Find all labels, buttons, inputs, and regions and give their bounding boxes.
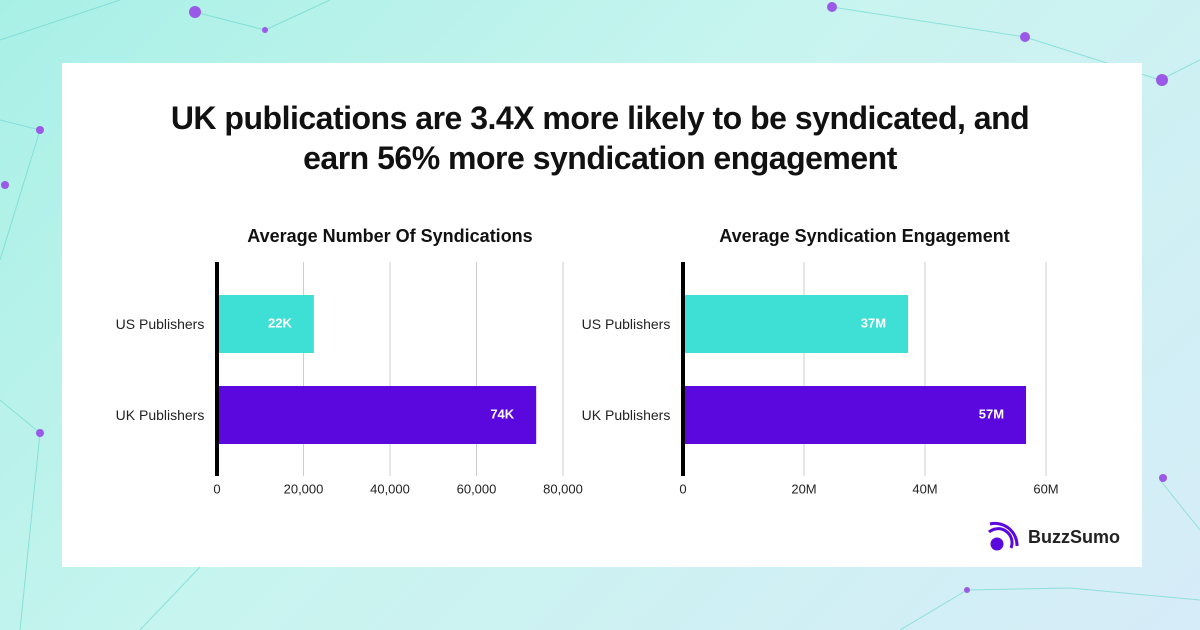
brand-name: BuzzSumo bbox=[1028, 527, 1120, 547]
x-tick-label: 60,000 bbox=[457, 481, 497, 496]
chart-title: Average Syndication Engagement bbox=[719, 226, 1009, 246]
bar bbox=[217, 386, 537, 444]
value-label: 22K bbox=[268, 315, 292, 330]
x-tick-label: 80,000 bbox=[543, 481, 583, 496]
network-nodes bbox=[1, 2, 1168, 593]
bar bbox=[683, 295, 909, 353]
x-tick-label: 40,000 bbox=[370, 481, 410, 496]
y-tick-label: US Publishers bbox=[115, 316, 205, 332]
x-tick-label: 60M bbox=[1033, 481, 1058, 496]
x-tick-label: 0 bbox=[679, 481, 686, 496]
x-tick-label: 0 bbox=[213, 481, 220, 496]
chart-title: Average Number Of Syndications bbox=[247, 226, 532, 246]
bar bbox=[217, 295, 314, 353]
y-tick-label: US Publishers bbox=[581, 316, 671, 332]
page-title: UK publications are 3.4X more likely to … bbox=[170, 100, 1030, 176]
value-label: 74K bbox=[490, 406, 514, 421]
x-tick-label: 40M bbox=[912, 481, 937, 496]
x-tick-label: 20,000 bbox=[284, 481, 324, 496]
value-label: 37M bbox=[861, 315, 886, 330]
value-label: 57M bbox=[979, 406, 1004, 421]
bar bbox=[683, 386, 1027, 444]
y-tick-label: UK Publishers bbox=[115, 407, 205, 423]
y-tick-label: UK Publishers bbox=[581, 407, 671, 423]
x-tick-label: 20M bbox=[791, 481, 816, 496]
brand-logo bbox=[988, 521, 1019, 551]
